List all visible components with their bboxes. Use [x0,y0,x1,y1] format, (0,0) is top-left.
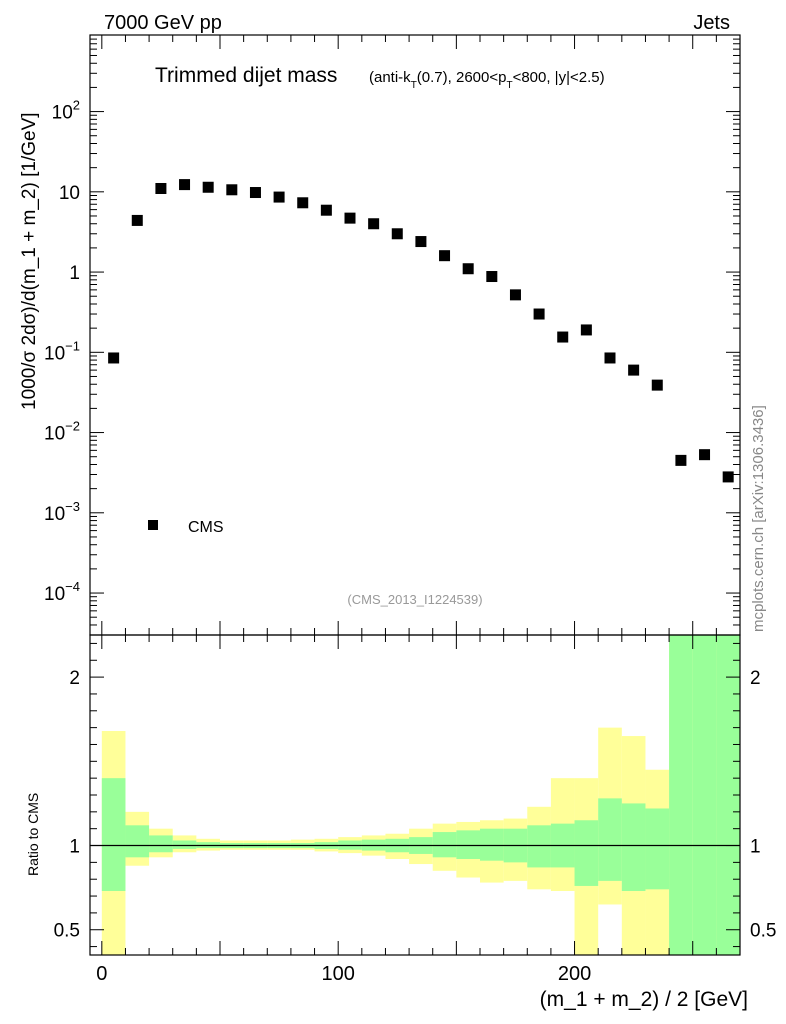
y-tick-label: 10−3 [44,499,80,525]
x-tick-label: 100 [321,963,354,985]
axis-ticks [90,34,741,955]
data-point [320,204,332,216]
inner-band-bin [527,825,551,868]
data-point [179,179,191,191]
data-point [699,449,711,461]
data-point [155,182,167,194]
ratio-bands [101,635,740,955]
ratio-tick-label-left: 1 [69,837,80,858]
y-tick-label: 10 [59,183,80,204]
data-point [273,191,285,203]
data-point [722,471,734,483]
data-point [557,331,569,343]
plot-title: Trimmed dijet mass [155,64,337,87]
y-tick-label: 10−1 [44,338,80,364]
data-point [249,187,261,199]
data-point [108,352,120,364]
ratio-tick-label-right: 2 [750,668,761,689]
data-point [202,181,214,193]
inner-band-bin [101,778,126,891]
ratio-axis-label: Ratio to CMS [25,793,41,876]
data-point [297,197,309,209]
analysis-tag: (CMS_2013_I1224539) [347,592,482,607]
inner-band-bin [456,830,480,859]
data-point [344,212,356,224]
main-panel-frame [89,34,741,636]
y-tick-label: 10−4 [44,579,80,605]
inner-band-bin [692,635,717,955]
y-axis-label: 1000/σ 2dσ)/d(m_1 + m_2) [1/GeV] [19,112,40,410]
ratio-tick-label-right: 1 [750,837,761,858]
y-tick-label: 102 [52,98,80,124]
data-point [651,379,663,391]
data-point [462,263,474,275]
data-point [368,218,380,230]
data-point [226,184,238,196]
inner-band-bin [645,808,670,890]
inner-band-bin [480,828,504,861]
data-markers [108,179,734,483]
data-point [675,454,687,466]
data-point [439,250,451,262]
inner-band-bin [125,825,150,858]
inner-band-bin [669,635,693,955]
inner-band-bin [598,798,622,881]
data-point [580,324,592,336]
inner-band-bin [172,840,197,849]
y-tick-label: 1 [69,263,80,284]
data-point [628,364,640,376]
data-point [509,289,521,301]
ratio-tick-label-left: 0.5 [54,921,80,942]
tick-labels: 0 100 200 10−4 10−3 10−2 10−1 1 10 102 0.5 0.5 1 1 2 2 [44,98,776,985]
ratio-tick-label-left: 2 [69,668,80,689]
plot-subtitle: (anti-kT(0.7), 2600<pT<800, |y|<2.5) [369,69,605,91]
data-point [604,352,616,364]
inner-band-bin [149,835,173,853]
x-tick-label: 200 [558,963,591,985]
inner-band-bin [574,820,599,886]
data-point [486,271,498,283]
inner-band-bin [716,635,740,955]
inner-band-bin [432,832,457,858]
energy-label: 7000 GeV pp [104,12,222,34]
data-point [391,228,403,240]
data-point [131,214,143,226]
data-point [415,236,427,248]
side-label: mcplots.cern.ch [arXiv:1306.3436] [750,405,767,632]
inner-band-bin [621,803,646,891]
y-tick-label: 10−2 [44,419,80,445]
data-point [533,308,545,320]
ratio-tick-label-right: 0.5 [750,921,776,942]
legend-label: CMS [188,519,224,536]
x-tick-label: 0 [96,963,107,985]
category-label: Jets [693,12,730,34]
x-axis-label: (m_1 + m_2) / 2 [GeV] [540,988,748,1011]
legend-marker [148,520,158,530]
